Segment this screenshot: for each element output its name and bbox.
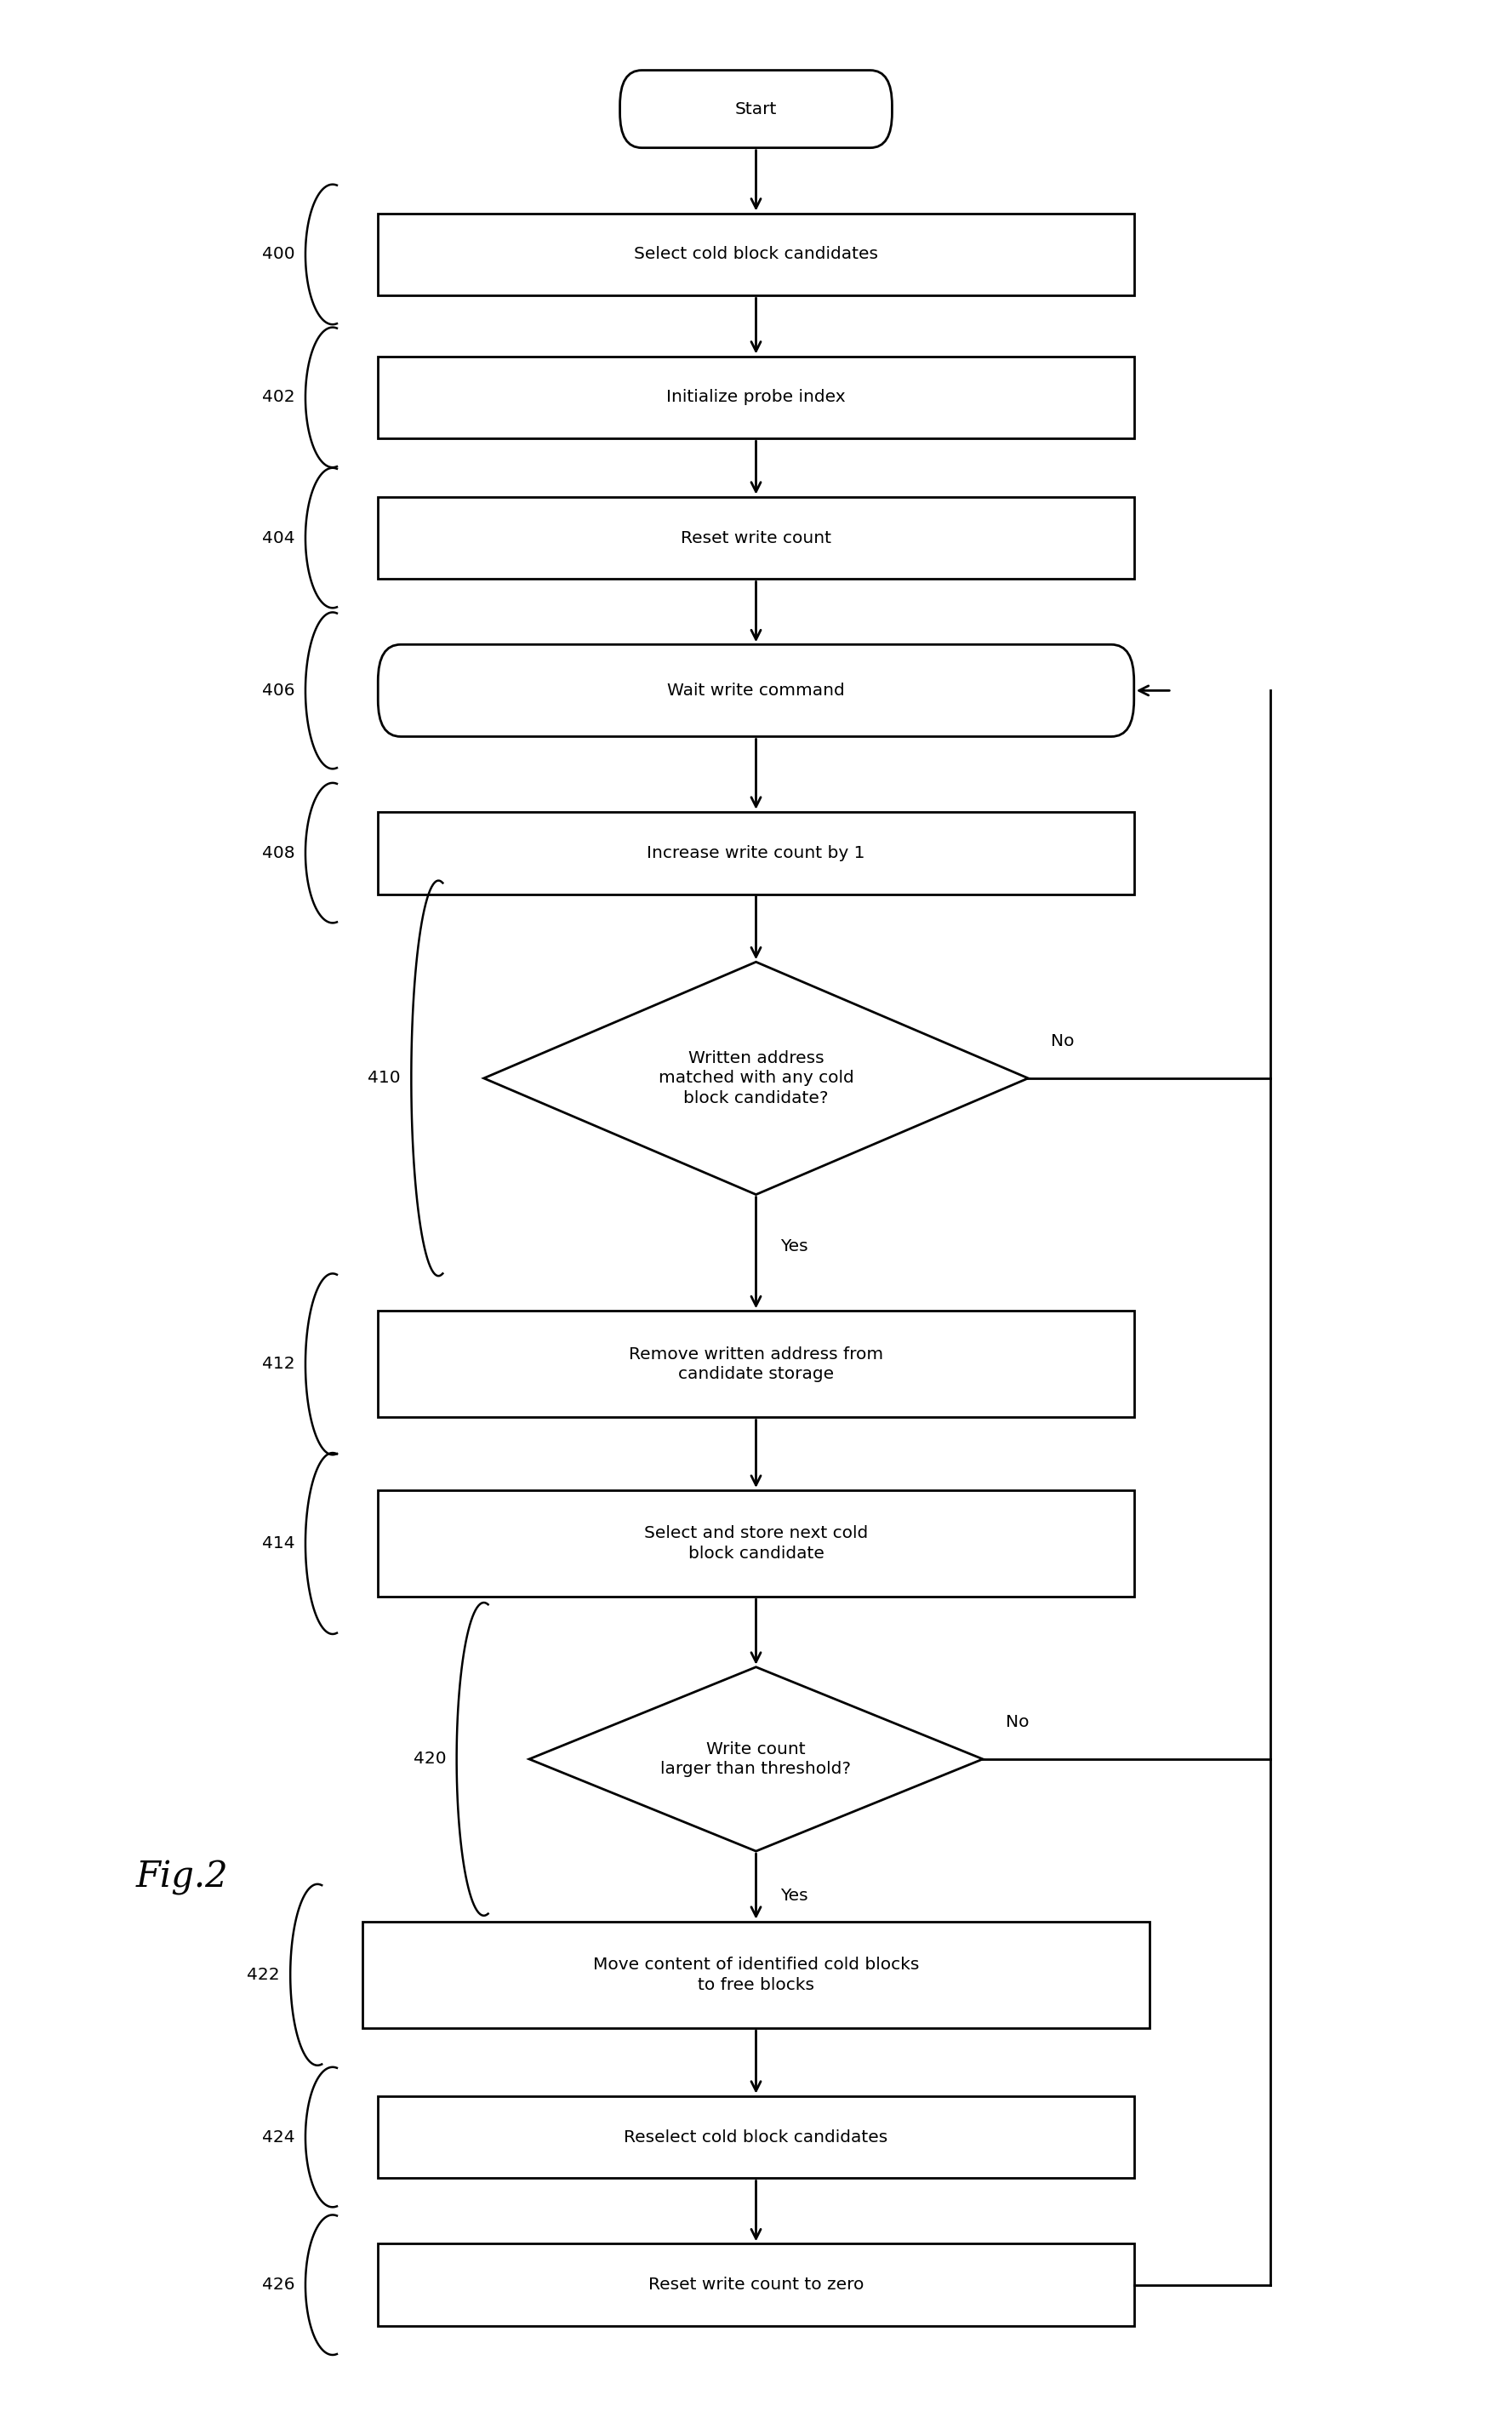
Text: Yes: Yes — [780, 1238, 807, 1255]
FancyBboxPatch shape — [378, 356, 1134, 439]
Text: Move content of identified cold blocks
to free blocks: Move content of identified cold blocks t… — [593, 1958, 919, 1992]
Polygon shape — [484, 962, 1028, 1195]
Text: 422: 422 — [246, 1967, 280, 1982]
FancyBboxPatch shape — [378, 497, 1134, 579]
Text: 406: 406 — [262, 683, 295, 698]
Text: No: No — [1051, 1032, 1074, 1049]
Text: 420: 420 — [413, 1752, 446, 1766]
Text: 408: 408 — [262, 846, 295, 860]
FancyBboxPatch shape — [378, 812, 1134, 894]
Text: Increase write count by 1: Increase write count by 1 — [647, 846, 865, 860]
Text: Reselect cold block candidates: Reselect cold block candidates — [624, 2130, 888, 2144]
FancyBboxPatch shape — [620, 70, 892, 148]
Text: Wait write command: Wait write command — [667, 683, 845, 698]
Polygon shape — [529, 1667, 983, 1851]
Text: 402: 402 — [262, 390, 295, 405]
Text: Start: Start — [735, 102, 777, 116]
FancyBboxPatch shape — [363, 1921, 1149, 2028]
Text: Initialize probe index: Initialize probe index — [667, 390, 845, 405]
Text: Yes: Yes — [780, 1888, 807, 1904]
Text: No: No — [1005, 1713, 1028, 1730]
Text: 414: 414 — [262, 1536, 295, 1551]
Text: 412: 412 — [262, 1357, 295, 1371]
FancyBboxPatch shape — [378, 213, 1134, 296]
Text: Fig.2: Fig.2 — [136, 1861, 228, 1895]
Text: Reset write count to zero: Reset write count to zero — [649, 2278, 863, 2292]
Text: 404: 404 — [262, 531, 295, 545]
Text: Select and store next cold
block candidate: Select and store next cold block candida… — [644, 1526, 868, 1560]
Text: Reset write count: Reset write count — [680, 531, 832, 545]
FancyBboxPatch shape — [378, 1311, 1134, 1417]
FancyBboxPatch shape — [378, 2244, 1134, 2326]
FancyBboxPatch shape — [378, 1490, 1134, 1597]
Text: Written address
matched with any cold
block candidate?: Written address matched with any cold bl… — [658, 1049, 854, 1107]
FancyBboxPatch shape — [378, 2096, 1134, 2178]
Text: 426: 426 — [262, 2278, 295, 2292]
Text: 424: 424 — [262, 2130, 295, 2144]
FancyBboxPatch shape — [378, 645, 1134, 737]
Text: 410: 410 — [367, 1071, 401, 1086]
Text: Write count
larger than threshold?: Write count larger than threshold? — [661, 1742, 851, 1776]
Text: Remove written address from
candidate storage: Remove written address from candidate st… — [629, 1347, 883, 1381]
Text: Select cold block candidates: Select cold block candidates — [634, 247, 878, 262]
Text: 400: 400 — [262, 247, 295, 262]
